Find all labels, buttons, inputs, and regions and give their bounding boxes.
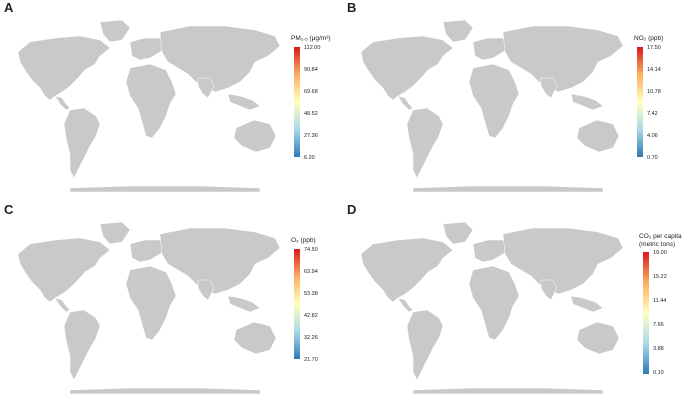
legend-tick: 42.82 xyxy=(304,313,318,319)
world-map xyxy=(17,19,281,192)
legend-tick: 6.20 xyxy=(304,155,315,161)
landmass-central-america xyxy=(54,297,71,313)
color-scale-bar xyxy=(294,47,300,157)
landmass-africa xyxy=(125,63,177,139)
legend-tick: 32.26 xyxy=(304,335,318,341)
legend-tick: 112.00 xyxy=(304,45,321,51)
landmass-india xyxy=(197,279,215,301)
legend-title: PM₂.₅ (μg/m³) xyxy=(291,35,331,42)
landmass-greenland xyxy=(99,19,131,43)
landmass-europe xyxy=(472,37,512,61)
legend-tick: 48.52 xyxy=(304,111,318,117)
landmass-southeast-asia xyxy=(227,93,261,111)
legend-tick: 53.38 xyxy=(304,291,318,297)
landmass-north-america xyxy=(17,35,111,101)
landmass-europe xyxy=(472,239,512,263)
color-scale-bar xyxy=(294,249,300,359)
legend-tick: 15.22 xyxy=(653,274,667,280)
landmass-antarctica-edge xyxy=(412,185,604,192)
legend-title: CO₂ per capita (metric tons) xyxy=(639,233,682,249)
panel-label: D xyxy=(347,202,357,217)
landmass-greenland xyxy=(99,221,131,245)
landmass-central-america xyxy=(397,95,414,111)
landmass-asia xyxy=(159,227,281,295)
landmass-australia xyxy=(233,321,277,355)
legend-tick: 27.36 xyxy=(304,133,318,139)
landmass-asia xyxy=(159,25,281,93)
legend-tick: 74.50 xyxy=(304,247,318,253)
legend-tick: 90.84 xyxy=(304,67,318,73)
legend-tick: 19.00 xyxy=(653,250,667,256)
legend-tick: 17.50 xyxy=(647,45,661,51)
world-map xyxy=(360,221,624,394)
landmass-india xyxy=(197,77,215,99)
world-map xyxy=(17,221,281,394)
legend-tick: 10.78 xyxy=(647,89,661,95)
landmass-south-america xyxy=(406,309,444,381)
legend-tick: 0.70 xyxy=(647,155,658,161)
legend-title-line: CO₂ per capita xyxy=(639,233,682,240)
landmass-europe xyxy=(129,239,169,263)
landmass-antarctica-edge xyxy=(69,185,261,192)
world-map xyxy=(360,19,624,192)
map-panel-o3: C O₃ (ppb) 74.50 63.94 53.38 42.82 32.26… xyxy=(0,202,342,403)
landmass-antarctica-edge xyxy=(412,387,604,394)
landmass-india xyxy=(540,279,558,301)
map-panel-co2: D CO₂ per capita (metric tons) 19.00 15.… xyxy=(343,202,685,403)
landmass-south-america xyxy=(63,309,101,381)
landmass-africa xyxy=(125,265,177,341)
landmass-antarctica-edge xyxy=(69,387,261,394)
legend-tick: 7.66 xyxy=(653,322,664,328)
legend-title-line: (metric tons) xyxy=(639,241,676,248)
panel-label: B xyxy=(347,0,357,15)
landmass-australia xyxy=(576,321,620,355)
legend-tick: 0.10 xyxy=(653,370,664,376)
landmass-south-america xyxy=(406,107,444,179)
legend-tick: 7.42 xyxy=(647,111,658,117)
color-scale-bar xyxy=(637,47,643,157)
legend-tick: 69.68 xyxy=(304,89,318,95)
landmass-greenland xyxy=(442,221,474,245)
legend-title: NO₂ (ppb) xyxy=(634,35,664,42)
landmass-southeast-asia xyxy=(227,295,261,313)
landmass-africa xyxy=(468,265,520,341)
landmass-asia xyxy=(502,227,624,295)
landmass-north-america xyxy=(17,237,111,303)
landmass-asia xyxy=(502,25,624,93)
landmass-greenland xyxy=(442,19,474,43)
legend-tick: 11.44 xyxy=(653,298,667,304)
legend-tick: 3.88 xyxy=(653,346,664,352)
landmass-central-america xyxy=(54,95,71,111)
landmass-central-america xyxy=(397,297,414,313)
landmass-europe xyxy=(129,37,169,61)
legend-tick: 14.14 xyxy=(647,67,661,73)
color-scale-bar xyxy=(643,252,649,374)
landmass-southeast-asia xyxy=(570,295,604,313)
landmass-south-america xyxy=(63,107,101,179)
map-panel-pm25: A PM₂.₅ (μg/m³) 112.00 90.84 69.68 48.52… xyxy=(0,0,342,201)
legend-tick: 21.70 xyxy=(304,357,318,363)
landmass-australia xyxy=(576,119,620,153)
legend-tick: 63.94 xyxy=(304,269,318,275)
landmass-north-america xyxy=(360,237,454,303)
panel-label: A xyxy=(4,0,14,15)
landmass-southeast-asia xyxy=(570,93,604,111)
landmass-africa xyxy=(468,63,520,139)
landmass-australia xyxy=(233,119,277,153)
legend-title: O₃ (ppb) xyxy=(291,237,316,244)
landmass-india xyxy=(540,77,558,99)
map-panel-no2: B NO₂ (ppb) 17.50 14.14 10.78 7.42 4.06 … xyxy=(343,0,685,201)
panel-label: C xyxy=(4,202,14,217)
landmass-north-america xyxy=(360,35,454,101)
legend-tick: 4.06 xyxy=(647,133,658,139)
